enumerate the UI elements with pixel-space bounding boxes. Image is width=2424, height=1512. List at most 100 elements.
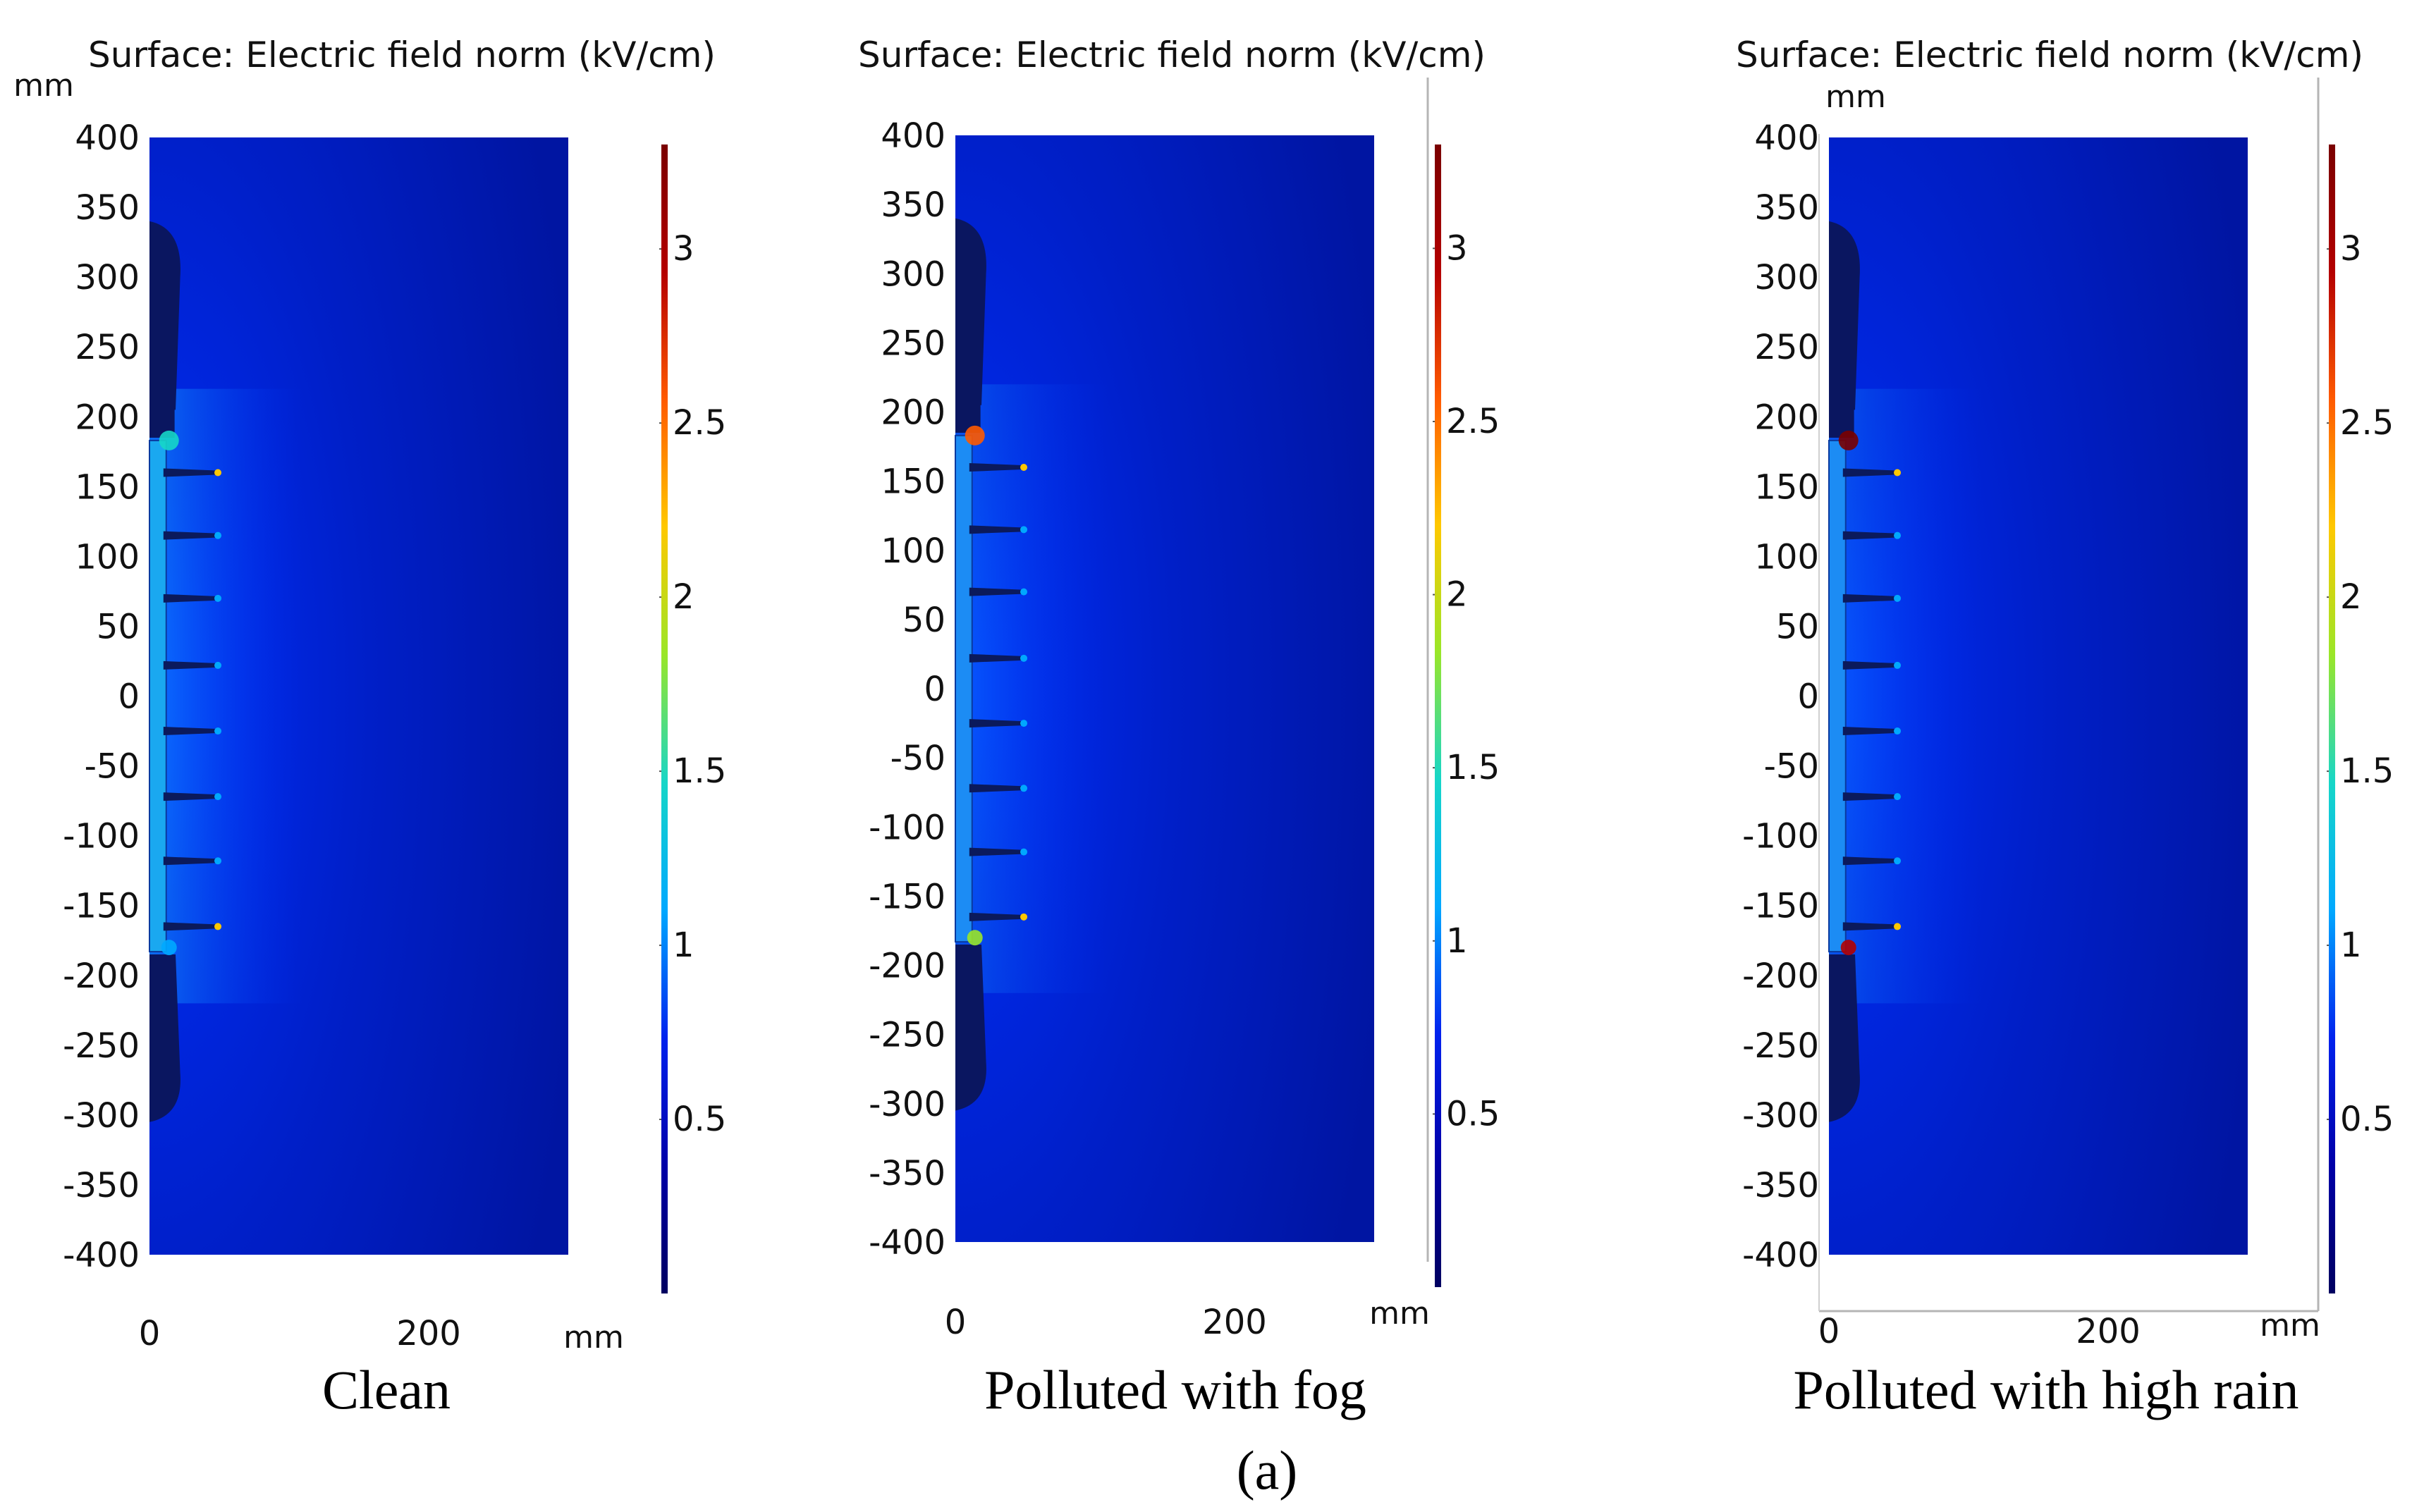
colorbar-tick-label: 1: [1446, 921, 1468, 961]
y-tick-label: 50: [1776, 607, 1819, 646]
shed-tip-field: [1020, 848, 1028, 856]
y-tick-label: -350: [63, 1166, 140, 1205]
y-tick-label: -200: [869, 947, 945, 986]
top-fitting: [149, 221, 180, 410]
chart-panel-1: Surface: Electric field norm (kV/cm) 400 3…: [13, 35, 726, 1420]
shed-tip-field: [214, 469, 222, 477]
colorbar-tick-label: 1: [2340, 926, 2362, 965]
colorbar: [1435, 145, 1441, 1287]
shed-tip-field: [1020, 654, 1028, 662]
y-unit-label: mm: [13, 68, 74, 104]
top-fitting: [955, 218, 986, 405]
y-tick-label: -400: [63, 1236, 140, 1275]
top-hotspot: [1838, 430, 1859, 450]
x-tick-label: 0: [139, 1314, 161, 1353]
shed-tip-field: [1020, 588, 1028, 596]
y-tick-label: -300: [1742, 1096, 1819, 1136]
colorbar-tick-label: 2: [1446, 575, 1468, 615]
y-tick-label: 150: [881, 462, 945, 502]
bottom-fitting: [1829, 954, 1860, 1122]
insulator-shed: [1842, 792, 1897, 801]
y-tick-label: 0: [118, 677, 140, 717]
chart-title: Surface: Electric field norm (kV/cm): [1736, 35, 2363, 75]
y-tick-label: 50: [97, 607, 140, 646]
y-tick-label: 200: [1754, 398, 1819, 437]
shed-tip-field: [1894, 727, 1902, 735]
y-tick-label: -200: [63, 957, 140, 996]
colorbar-tick-label: 0.5: [1446, 1094, 1500, 1133]
insulator-shed: [969, 912, 1023, 921]
x-unit-label: mm: [1369, 1296, 1430, 1332]
insulator-shed: [163, 922, 217, 931]
bottom-fitting-neck: [149, 954, 175, 992]
y-tick-label: 200: [881, 393, 945, 433]
colorbar-tick-label: 0.5: [673, 1100, 726, 1139]
colorbar-tick-label: 2: [673, 577, 694, 617]
colorbar-tick-label: 1.5: [1446, 748, 1500, 787]
insulator-shed: [969, 653, 1023, 663]
y-tick-label: 300: [881, 254, 945, 294]
colorbar-tick-label: 1.5: [673, 751, 726, 791]
colorbar-tick-label: 2.5: [1446, 402, 1500, 441]
y-tick-label: -400: [1742, 1236, 1819, 1275]
insulator-shed: [163, 727, 217, 736]
chart-title: Surface: Electric field norm (kV/cm): [858, 35, 1486, 75]
y-tick-label: 200: [75, 398, 140, 437]
insulator-shed: [163, 660, 217, 670]
y-tick-label: 400: [1754, 118, 1819, 158]
shed-tip-field: [1020, 464, 1028, 471]
y-tick-label: -350: [869, 1154, 945, 1193]
insulator-shed: [969, 525, 1023, 534]
y-tick-label: 350: [881, 185, 945, 225]
chart-panel-2: Surface: Electric field norm (kV/cm) 400 3…: [858, 35, 1500, 1420]
insulator-core: [1828, 439, 1847, 953]
y-tick-label: 0: [1797, 677, 1819, 717]
colorbar: [661, 145, 668, 1293]
insulator-shed: [163, 468, 217, 477]
field-halo: [149, 388, 303, 1004]
y-tick-label: 250: [881, 324, 945, 363]
insulator-shed: [969, 587, 1023, 596]
insulator-shed: [163, 531, 217, 540]
y-tick-label: -350: [1742, 1166, 1819, 1205]
y-tick-label: 300: [1754, 258, 1819, 297]
insulator-shed: [1842, 531, 1897, 540]
colorbar: [2329, 145, 2335, 1293]
chart-title: Surface: Electric field norm (kV/cm): [88, 35, 716, 75]
x-tick-label: 200: [2076, 1312, 2141, 1351]
shed-tip-field: [214, 857, 222, 865]
bottom-hotspot: [161, 940, 177, 956]
y-tick-label: 50: [902, 601, 945, 640]
insulator-core: [955, 434, 973, 943]
insulator-shed: [1842, 468, 1897, 477]
y-unit-label: mm: [1825, 79, 1886, 115]
top-hotspot: [965, 425, 985, 445]
y-tick-label: -50: [1764, 747, 1819, 787]
panel-caption: Clean: [322, 1359, 451, 1420]
y-tick-label: -200: [1742, 957, 1819, 996]
colorbar-tick-label: 1.5: [2340, 751, 2394, 791]
shed-tip-field: [1894, 923, 1902, 930]
bottom-fitting: [149, 954, 180, 1122]
insulator-shed: [163, 594, 217, 603]
y-tick-label: -300: [869, 1085, 945, 1124]
insulator-shed: [969, 719, 1023, 728]
shed-tip-field: [1894, 793, 1902, 801]
x-tick-label: 0: [1818, 1312, 1840, 1351]
field-halo: [955, 384, 1109, 993]
top-fitting: [1829, 221, 1860, 410]
bottom-hotspot: [1840, 940, 1856, 956]
shed-tip-field: [1020, 526, 1028, 534]
insulator-shed: [1842, 856, 1897, 866]
insulator-shed: [1842, 922, 1897, 931]
shed-tip-field: [1020, 785, 1028, 792]
y-tick-label: -150: [1742, 887, 1819, 926]
bottom-hotspot: [967, 930, 983, 946]
shed-tip-field: [1894, 661, 1902, 669]
bottom-fitting-neck: [955, 945, 981, 983]
insulator-shed: [969, 463, 1023, 472]
y-tick-label: -250: [1742, 1026, 1819, 1066]
x-unit-label: mm: [563, 1320, 624, 1356]
y-tick-label: 250: [1754, 328, 1819, 367]
